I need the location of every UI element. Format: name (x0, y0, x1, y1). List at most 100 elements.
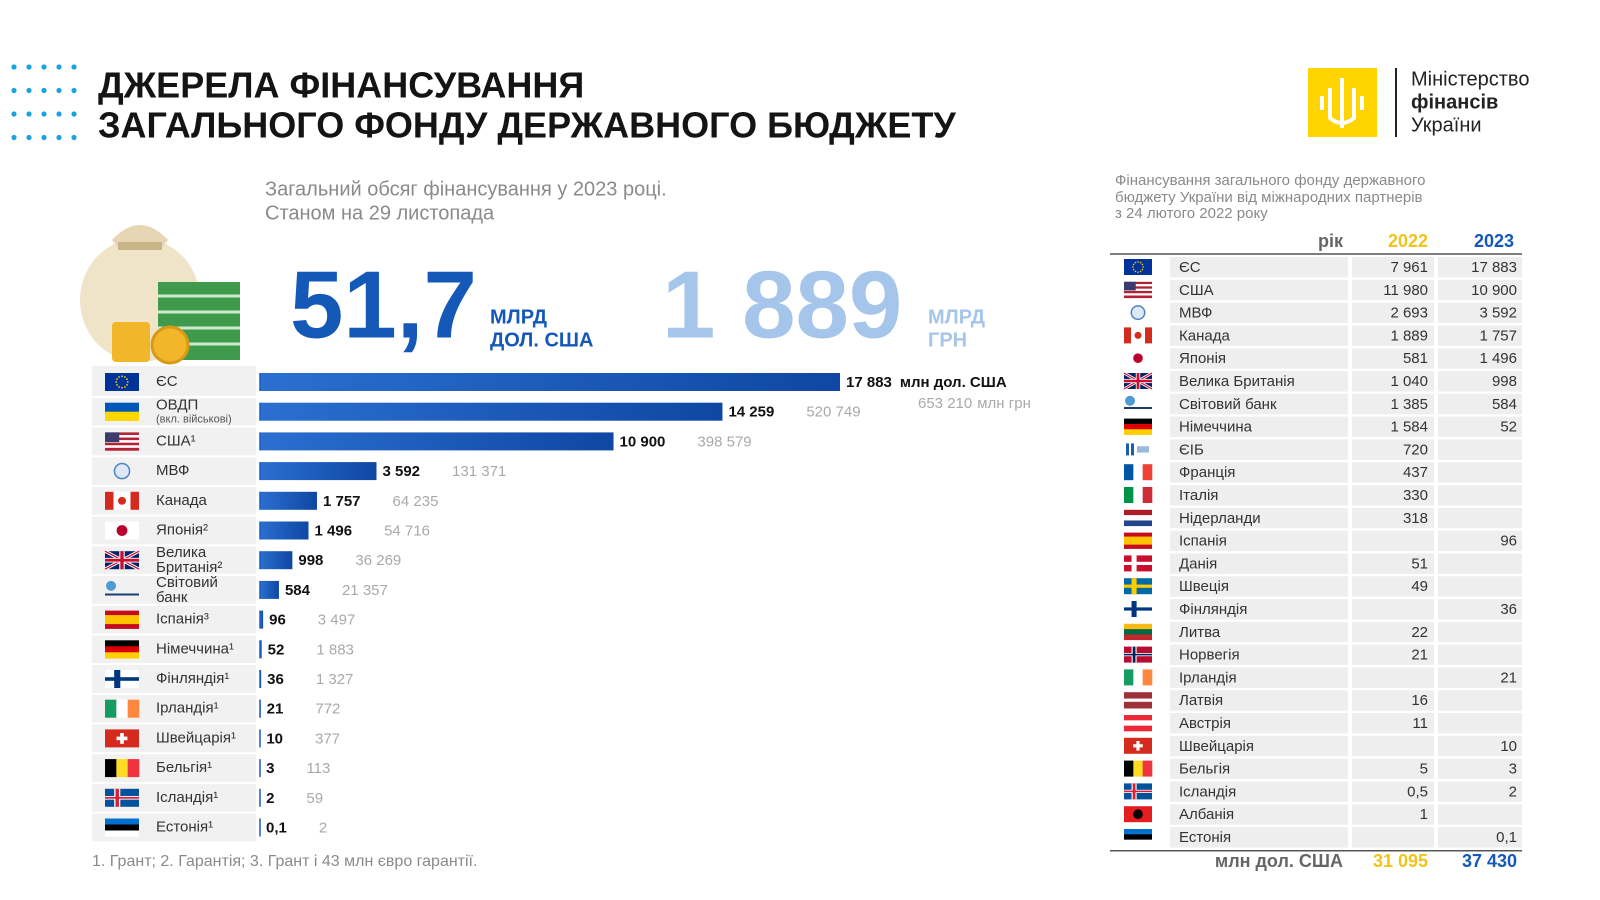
country: Литва (1179, 624, 1221, 641)
flag-part (123, 386, 126, 388)
value-2023: 17 883 (1471, 259, 1517, 276)
subtitle: Станом на 29 листопада (265, 202, 495, 224)
value-2022: 49 (1411, 578, 1428, 595)
flag-part (116, 759, 128, 778)
dot (41, 87, 47, 94)
value-label: 998 (298, 552, 323, 569)
category-label: Японія² (156, 521, 208, 538)
dot (26, 87, 32, 94)
category-label: Німеччина¹ (156, 640, 234, 657)
row-band (1352, 302, 1434, 324)
flag-part (1124, 286, 1152, 289)
flag-part (1124, 418, 1152, 425)
dot (41, 134, 47, 141)
flag-part (1131, 443, 1134, 456)
value-2023: 2 (1509, 783, 1517, 800)
flag-part (1141, 263, 1144, 266)
category-label: Естонія¹ (156, 818, 213, 835)
value-label: 3 592 (382, 463, 420, 480)
country: Швеція (1179, 578, 1229, 595)
secondary-label: 2 (319, 819, 327, 836)
value-label: 0,1 (266, 819, 287, 836)
flag-part (1124, 259, 1152, 275)
flag-part (116, 525, 128, 536)
flag-part (1139, 270, 1142, 273)
row-band (1438, 621, 1522, 643)
flag-part (118, 386, 121, 388)
value-2022: 1 (1420, 806, 1428, 823)
logo-text: фінансів (1411, 91, 1498, 113)
value-label: 1 496 (315, 522, 353, 539)
row-band (1438, 804, 1522, 825)
row-band (1352, 621, 1434, 643)
country: Ірландія (1179, 669, 1237, 686)
secondary-label: 520 749 (806, 404, 860, 421)
country: Латвія (1179, 692, 1223, 709)
row-band (1438, 371, 1522, 392)
value-label: 2 (266, 790, 274, 807)
total-2023: 37 430 (1462, 851, 1517, 871)
usd-unit: МЛРД (490, 306, 547, 328)
row-band (1352, 576, 1434, 597)
flag-part (105, 624, 139, 629)
flag-part (1130, 305, 1146, 321)
flag-part (1124, 561, 1152, 565)
bar-chart: ЄС 17 883 млн дол. США 653 210 млн грн ОВДП(в… (92, 373, 1031, 844)
category-label: ОВДП (156, 397, 198, 414)
row-band (1170, 302, 1348, 324)
category-note: (вкл. військові) (156, 414, 232, 426)
row-band (1438, 393, 1522, 415)
flag-part (1124, 281, 1152, 285)
category-label: Ірландія¹ (156, 700, 219, 717)
uah-total: 1 889 (662, 251, 902, 358)
row-band (1352, 507, 1434, 529)
flag-part (1134, 331, 1142, 339)
flag-part (1124, 692, 1152, 696)
row-band (1352, 735, 1434, 757)
row-band (1170, 462, 1348, 483)
category-label: Канада (156, 492, 207, 509)
category-label: Ісландія¹ (156, 789, 218, 806)
flag-part (1124, 327, 1131, 344)
value-label: 21 (267, 701, 284, 718)
row-band (1170, 690, 1348, 711)
flag-part (115, 381, 118, 383)
row-band (1438, 439, 1522, 460)
flag-part (113, 462, 131, 480)
flag-part (1134, 261, 1137, 264)
row-band (1438, 576, 1522, 597)
dot (56, 64, 62, 70)
flag-part (1142, 760, 1153, 777)
value-2022: 1 889 (1390, 327, 1428, 344)
flag-part (1125, 395, 1135, 406)
flag-part (105, 373, 139, 391)
bar (260, 432, 614, 451)
flag-part (1139, 261, 1142, 264)
flag-part (1142, 266, 1144, 268)
flag-part (123, 376, 126, 378)
value-2022: 7 961 (1390, 259, 1428, 276)
row-band (1170, 758, 1348, 780)
secondary-label: 131 371 (452, 463, 506, 480)
value-2023: 10 900 (1471, 282, 1517, 299)
label-line: Світовий (156, 574, 222, 591)
row-band (1170, 485, 1348, 506)
dot (41, 111, 47, 117)
flag-part (1132, 266, 1134, 268)
dot (26, 111, 32, 117)
row-band (1438, 644, 1522, 666)
category-label: ЄС (156, 373, 178, 390)
dot (11, 111, 17, 117)
flag-part (105, 640, 139, 647)
flag-part (1124, 290, 1152, 294)
flag-part (116, 378, 118, 381)
row-band (1352, 279, 1434, 301)
flag-part (1124, 281, 1136, 291)
flag-part (1124, 288, 1152, 292)
row-band (1352, 827, 1434, 848)
value-2022: 1 584 (1390, 419, 1428, 436)
flag-part (1124, 295, 1152, 299)
value-label: 10 900 (620, 433, 666, 450)
secondary-label: 653 210 млн грн (918, 395, 1031, 412)
flag-part (105, 432, 139, 436)
